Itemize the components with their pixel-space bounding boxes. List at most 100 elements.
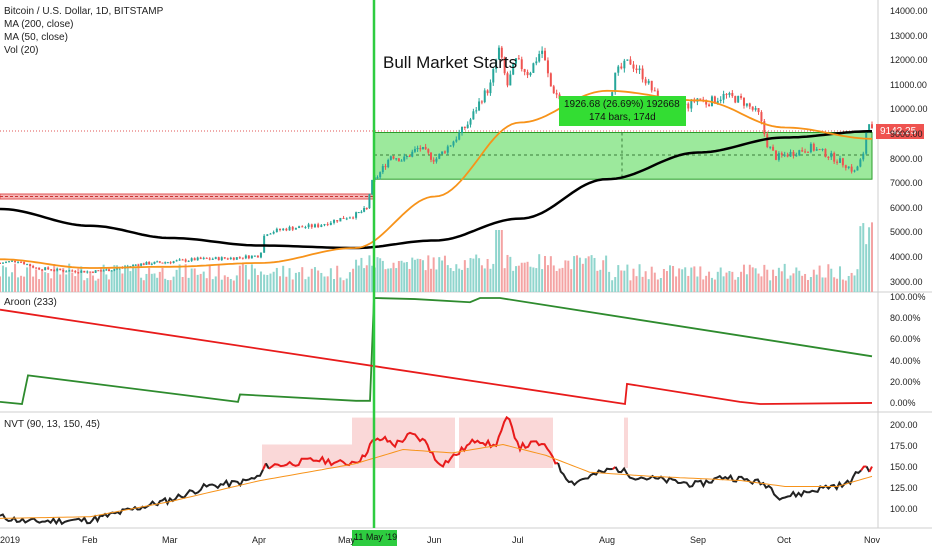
candle-body <box>116 268 119 270</box>
volume-bar <box>611 280 614 292</box>
candle-body <box>626 59 629 61</box>
volume-bar <box>529 266 532 292</box>
time-tick-label: Sep <box>690 535 707 545</box>
volume-bar <box>223 275 226 292</box>
axis-tick-label: 20.00% <box>890 376 921 387</box>
candle-body <box>44 267 47 271</box>
candle-body <box>647 80 650 84</box>
candle-body <box>500 47 503 58</box>
candle-body <box>416 148 419 150</box>
volume-bar <box>650 266 653 292</box>
volume-bar <box>5 267 8 292</box>
volume-bar <box>142 280 145 292</box>
volume-bar <box>355 259 358 292</box>
candle-body <box>532 63 535 73</box>
candle-body <box>405 155 408 157</box>
volume-bar <box>427 255 430 292</box>
candle-body <box>419 148 422 150</box>
volume-bar <box>821 277 824 292</box>
candle-body <box>279 228 282 231</box>
volume-bar <box>156 277 159 292</box>
candle-body <box>438 153 441 159</box>
candle-body <box>288 226 291 231</box>
candle-body <box>275 228 278 233</box>
volume-bar <box>172 276 175 292</box>
volume-bar <box>68 263 71 292</box>
volume-bar <box>91 275 94 292</box>
candle-body <box>298 226 301 229</box>
time-tick-label: Jun <box>427 535 442 545</box>
candle-body <box>871 124 873 129</box>
volume-bar <box>859 226 862 292</box>
volume-bar <box>229 279 232 292</box>
candle-body <box>389 156 392 160</box>
candle-body <box>94 270 97 273</box>
candle-body <box>824 148 827 157</box>
candle-body <box>41 269 44 271</box>
volume-bar <box>824 277 827 292</box>
volume-bar <box>211 279 214 292</box>
volume-bar <box>107 279 110 292</box>
candle-body <box>865 132 868 154</box>
candle-body <box>208 258 211 260</box>
candle-body <box>687 103 690 109</box>
volume-bar <box>329 268 332 292</box>
volume-bar <box>742 264 745 292</box>
candle-body <box>214 257 217 259</box>
volume-bar <box>809 277 812 292</box>
volume-bar <box>827 264 830 292</box>
volume-bar <box>480 265 483 292</box>
candle-body <box>745 103 748 106</box>
candle-body <box>161 262 164 264</box>
candle-body <box>360 211 363 213</box>
volume-bar <box>336 265 339 292</box>
volume-bar <box>178 264 181 292</box>
candle-body <box>506 73 509 86</box>
volume-bar <box>411 257 414 292</box>
volume-bar <box>38 279 41 292</box>
volume-bar <box>376 257 379 292</box>
volume-bar <box>856 269 859 292</box>
candle-body <box>62 270 65 272</box>
volume-bar <box>710 277 713 292</box>
volume-bar <box>441 260 444 292</box>
candle-body <box>555 93 558 95</box>
candle-body <box>17 261 20 263</box>
volume-bar <box>552 265 555 292</box>
candle-body <box>446 146 449 153</box>
volume-bar <box>193 268 196 292</box>
measure-box <box>559 96 686 126</box>
candle-body <box>452 141 455 146</box>
volume-bar <box>693 266 696 292</box>
volume-bar <box>833 277 836 292</box>
candle-body <box>429 152 432 160</box>
volume-bar <box>605 255 608 292</box>
volume-bar <box>681 269 684 292</box>
candle-body <box>102 270 105 272</box>
volume-bar <box>71 272 74 292</box>
volume-bar <box>635 276 638 292</box>
last-price-tag <box>876 124 924 139</box>
candle-body <box>226 258 229 260</box>
volume-bar <box>137 263 140 292</box>
ma200-legend: MA (200, close) <box>4 19 74 30</box>
volume-bar <box>581 263 584 292</box>
volume-bar <box>217 263 220 292</box>
candle-body <box>32 266 35 268</box>
candle-body <box>635 68 638 71</box>
date-marker-label: 11 May '19 <box>354 532 398 542</box>
volume-bar <box>847 275 850 292</box>
time-tick-label: Mar <box>162 535 178 545</box>
candle-body <box>862 153 865 160</box>
candle-body <box>291 226 294 230</box>
volume-bar <box>205 278 208 292</box>
candle-body <box>53 270 56 272</box>
time-tick-label: Nov <box>864 535 881 545</box>
candle-body <box>632 64 635 69</box>
nvt-highlight <box>624 417 628 468</box>
axis-tick-label: 6000.00 <box>890 202 923 213</box>
axis-tick-label: 5000.00 <box>890 227 923 238</box>
volume-bar <box>617 265 620 292</box>
volume-bar <box>301 267 304 292</box>
axis-tick-label: 125.00 <box>890 483 918 493</box>
